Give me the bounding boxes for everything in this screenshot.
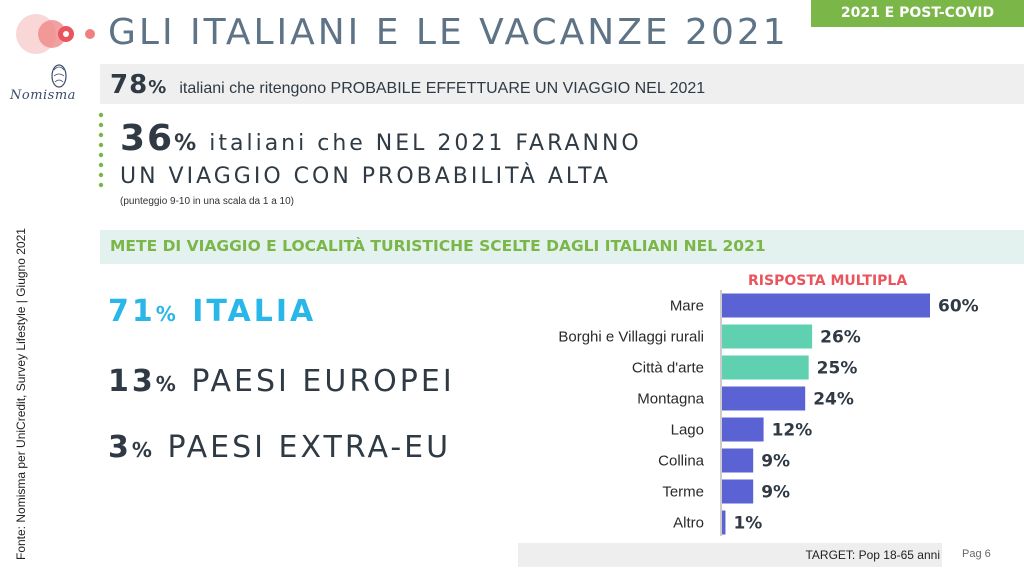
destination-value: 3 (108, 430, 132, 465)
bar (722, 417, 764, 442)
bar (722, 448, 754, 473)
category-label: Lago (671, 422, 704, 439)
value-label: 25% (817, 359, 858, 379)
stat-text-line1: italiani che NEL 2021 FARANNO (209, 131, 642, 156)
category-label: Montagna (637, 391, 704, 408)
section-title: METE DI VIAGGIO E LOCALITÀ TURISTICHE SC… (110, 237, 766, 255)
destination-extra-eu: 3% PAESI EXTRA-EU (108, 430, 451, 465)
destination-europe: 13% PAESI EUROPEI (108, 364, 455, 399)
value-label: 24% (813, 390, 854, 410)
bar (722, 479, 754, 504)
stat-percent-sign: % (148, 77, 167, 98)
brand-logo-text: Nomisma (10, 88, 76, 103)
destination-percent-sign: % (155, 372, 179, 396)
category-label: Terme (662, 484, 704, 501)
source-note: Fonte: Nomisma per UniCredit, Survey Lif… (14, 228, 28, 560)
chart-note: RISPOSTA MULTIPLA (748, 273, 907, 289)
value-label: 12% (772, 421, 813, 441)
bar (722, 355, 809, 380)
stat-text-line2: UN VIAGGIO CON PROBABILITÀ ALTA (120, 164, 611, 189)
stat-band (100, 64, 1024, 104)
footer-band (518, 543, 942, 567)
logo-circles (16, 14, 95, 54)
bar-chart: RISPOSTA MULTIPLA Mare 60% Borghi e Villag… (558, 273, 979, 536)
value-label: 1% (733, 514, 762, 534)
stat-value: 36 (120, 118, 175, 159)
brand-emblem-icon (51, 64, 67, 88)
dotted-divider (98, 112, 104, 188)
bar (722, 386, 806, 411)
value-label: 9% (761, 452, 790, 472)
stat-note: (punteggio 9-10 in una scala da 1 a 10) (120, 196, 295, 207)
value-label: 60% (938, 297, 979, 317)
stat-high-probability: 36% italiani che NEL 2021 FARANNO (120, 118, 642, 159)
category-label: Città d'arte (632, 360, 704, 377)
destination-label: ITALIA (192, 294, 317, 329)
destination-italia: 71% ITALIA (108, 294, 316, 329)
section-band (100, 230, 1024, 264)
bar (722, 293, 930, 318)
value-label: 9% (761, 483, 790, 503)
bar (722, 324, 813, 349)
category-label: Collina (658, 453, 705, 470)
destination-label: PAESI EUROPEI (191, 364, 455, 399)
destination-value: 13 (108, 364, 156, 399)
bar (722, 510, 726, 535)
category-label: Altro (673, 515, 704, 532)
category-label: Borghi e Villaggi rurali (558, 329, 704, 346)
destination-value: 71 (108, 294, 156, 329)
page-number: Pag 6 (962, 548, 991, 560)
target-note: TARGET: Pop 18-65 anni (805, 548, 940, 562)
category-label: Mare (670, 298, 704, 315)
stat-text: italiani che ritengono PROBABILE EFFETTU… (179, 80, 706, 97)
stat-percent-sign: % (174, 131, 197, 156)
value-label: 26% (820, 328, 861, 348)
destination-percent-sign: % (131, 438, 155, 462)
stat-value: 78 (110, 70, 149, 100)
destination-label: PAESI EXTRA-EU (167, 430, 452, 465)
stat-probable-travel: 78% italiani che ritengono PROBABILE EFF… (110, 70, 705, 100)
destination-percent-sign: % (155, 302, 179, 326)
page-title: GLI ITALIANI E LE VACANZE 2021 (108, 12, 789, 53)
context-badge: 2021 E POST-COVID (811, 0, 1024, 27)
